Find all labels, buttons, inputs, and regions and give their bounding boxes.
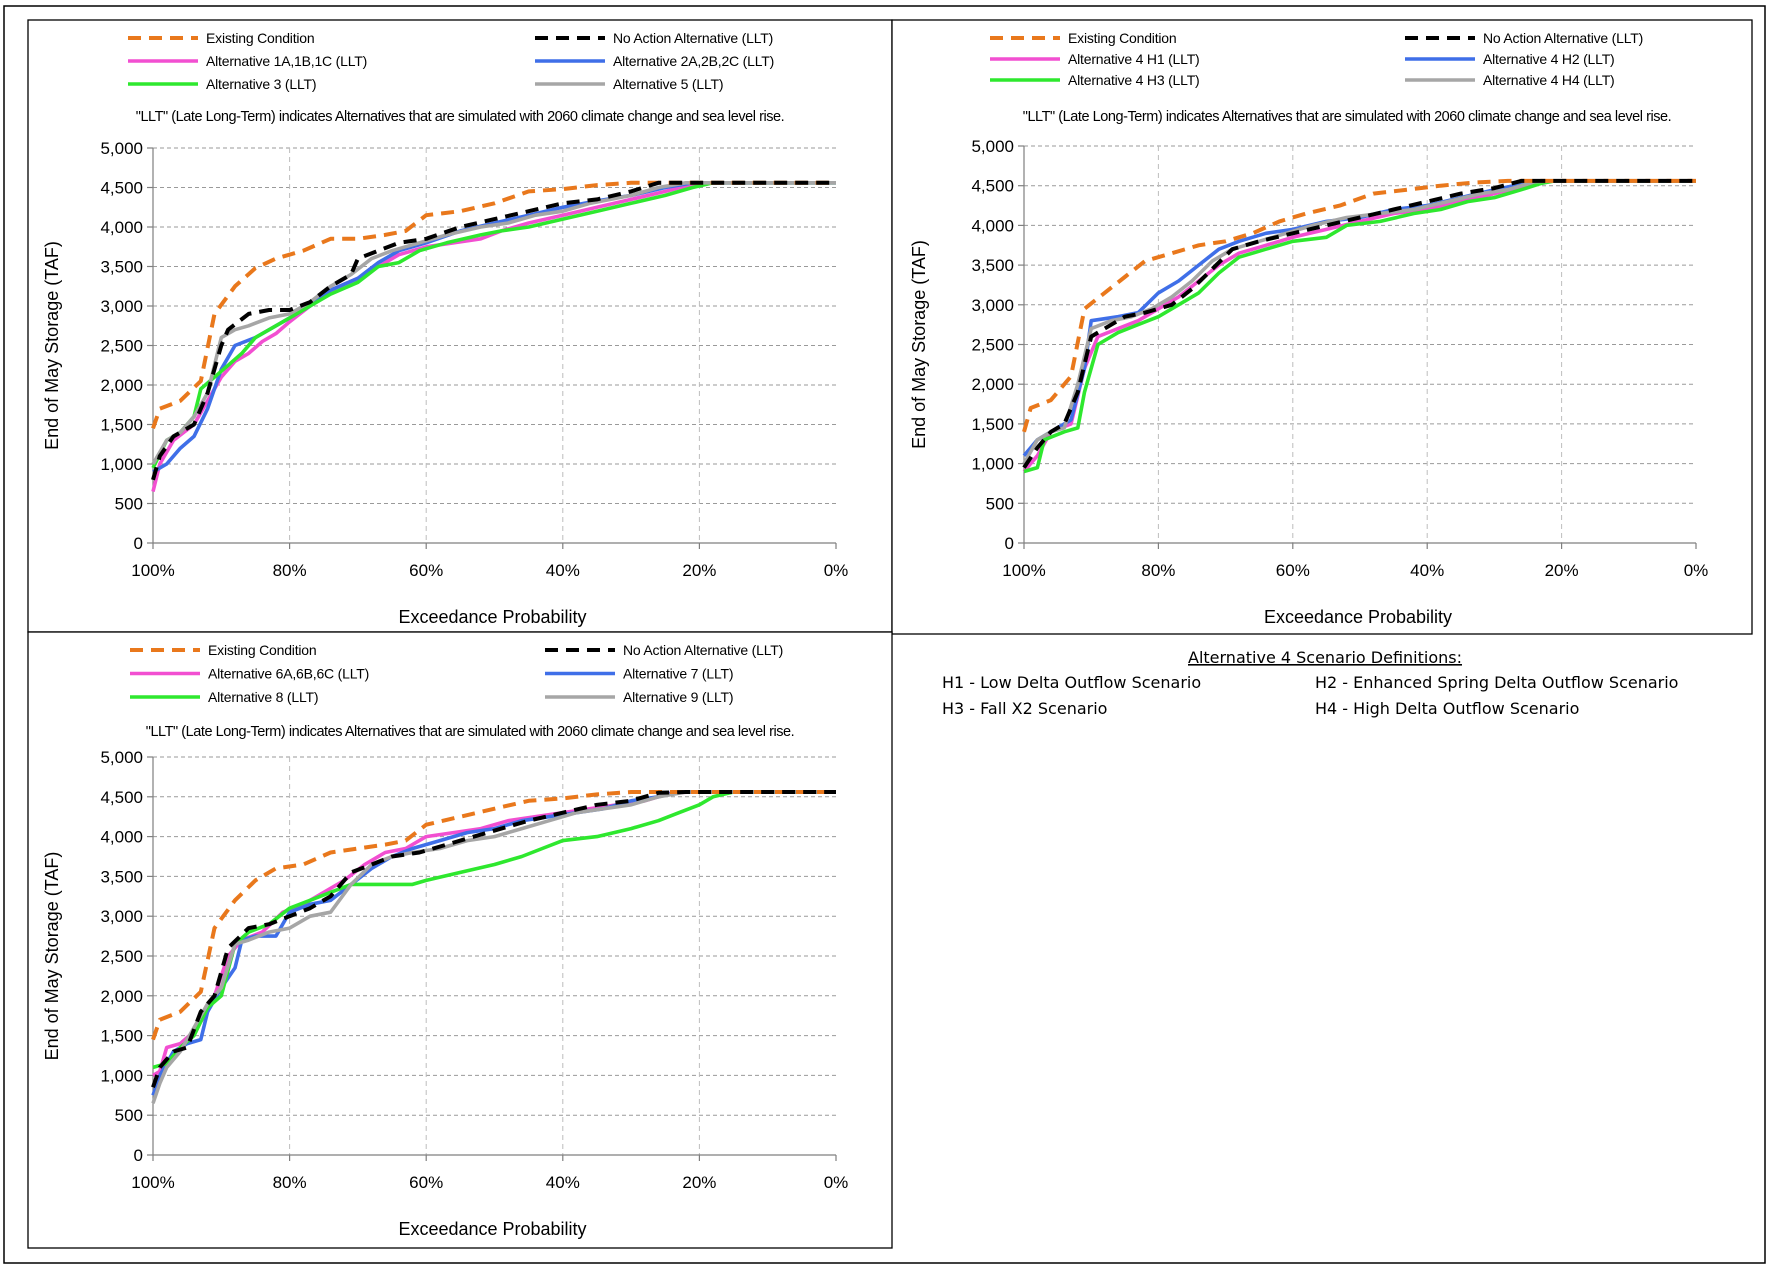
llt-note: "LLT" (Late Long-Term) indicates Alterna…: [146, 724, 794, 740]
legend-label-alternative-4-h4-llt: Alternative 4 H4 (LLT): [1483, 72, 1615, 88]
y-tick-label: 2,000: [971, 375, 1014, 394]
legend-label-alternative-3-llt: Alternative 3 (LLT): [206, 76, 316, 92]
y-tick-label: 3,000: [971, 296, 1014, 315]
y-tick-label: 4,500: [971, 177, 1014, 196]
x-tick-label: 0%: [1684, 561, 1709, 580]
y-tick-label: 1,500: [971, 415, 1014, 434]
definition-h4: H4 - High Delta Outflow Scenario: [1315, 699, 1579, 718]
llt-note: "LLT" (Late Long-Term) indicates Alterna…: [136, 109, 784, 125]
y-tick-label: 1,000: [100, 1066, 143, 1085]
x-tick-label: 80%: [273, 1173, 307, 1192]
definition-h2: H2 - Enhanced Spring Delta Outflow Scena…: [1315, 673, 1678, 692]
x-axis-title: Exceedance Probability: [398, 607, 586, 627]
y-tick-label: 4,500: [100, 179, 143, 198]
x-tick-label: 20%: [1545, 561, 1579, 580]
x-tick-label: 20%: [682, 1173, 716, 1192]
x-tick-label: 80%: [1141, 561, 1175, 580]
legend-label-no-action-alternative-llt: No Action Alternative (LLT): [613, 30, 773, 46]
x-tick-label: 20%: [682, 561, 716, 580]
x-tick-label: 60%: [1276, 561, 1310, 580]
y-tick-label: 3,500: [100, 258, 143, 277]
x-tick-label: 100%: [1002, 561, 1045, 580]
y-tick-label: 0: [1005, 534, 1014, 553]
legend-label-existing-condition: Existing Condition: [206, 30, 314, 46]
y-tick-label: 1,000: [971, 455, 1014, 474]
legend-label-alternative-7-llt: Alternative 7 (LLT): [623, 666, 733, 682]
y-tick-label: 0: [134, 534, 143, 553]
legend-label-alternative-4-h1-llt: Alternative 4 H1 (LLT): [1068, 51, 1200, 67]
x-tick-label: 40%: [546, 1173, 580, 1192]
legend-label-alternative-8-llt: Alternative 8 (LLT): [208, 689, 318, 705]
y-tick-label: 3,000: [100, 907, 143, 926]
y-axis-title: End of May Storage (TAF): [909, 240, 929, 449]
definition-h1: H1 - Low Delta Outflow Scenario: [942, 673, 1201, 692]
y-tick-label: 4,000: [100, 828, 143, 847]
x-tick-label: 60%: [409, 561, 443, 580]
legend-label-alternative-5-llt: Alternative 5 (LLT): [613, 76, 723, 92]
chart-panel-bottom-left: Existing Condition No Action Alternative …: [28, 632, 892, 1248]
chart-panel-top-left: Existing Condition No Action Alternative …: [28, 20, 892, 632]
legend-label-alternative-1a-1b-1c-llt: Alternative 1A,1B,1C (LLT): [206, 53, 367, 69]
y-tick-label: 1,000: [100, 455, 143, 474]
y-tick-label: 500: [115, 1106, 143, 1125]
y-tick-label: 0: [134, 1146, 143, 1165]
x-tick-label: 0%: [824, 1173, 849, 1192]
y-tick-label: 5,000: [100, 748, 143, 767]
x-tick-label: 100%: [131, 1173, 174, 1192]
x-tick-label: 100%: [131, 561, 174, 580]
y-tick-label: 2,500: [971, 336, 1014, 355]
legend-label-no-action-alternative-llt: No Action Alternative (LLT): [1483, 30, 1643, 46]
y-tick-label: 500: [986, 494, 1014, 513]
x-tick-label: 40%: [546, 561, 580, 580]
y-axis-title: End of May Storage (TAF): [42, 241, 62, 450]
legend-label-alternative-4-h2-llt: Alternative 4 H2 (LLT): [1483, 51, 1615, 67]
legend-label-alternative-2a-2b-2c-llt: Alternative 2A,2B,2C (LLT): [613, 53, 774, 69]
legend-label-alternative-6a-6b-6c-llt: Alternative 6A,6B,6C (LLT): [208, 666, 369, 682]
y-tick-label: 4,000: [100, 218, 143, 237]
llt-note: "LLT" (Late Long-Term) indicates Alterna…: [1023, 109, 1671, 125]
y-tick-label: 2,500: [100, 947, 143, 966]
x-axis-title: Exceedance Probability: [1264, 607, 1452, 627]
y-tick-label: 2,000: [100, 987, 143, 1006]
y-tick-label: 500: [115, 495, 143, 514]
y-tick-label: 3,500: [971, 256, 1014, 275]
y-tick-label: 1,500: [100, 1027, 143, 1046]
y-tick-label: 2,500: [100, 337, 143, 356]
legend-label-existing-condition: Existing Condition: [1068, 30, 1176, 46]
y-tick-label: 1,500: [100, 416, 143, 435]
x-tick-label: 40%: [1410, 561, 1444, 580]
y-tick-label: 5,000: [971, 137, 1014, 156]
definition-h3: H3 - Fall X2 Scenario: [942, 699, 1107, 718]
legend-label-alternative-4-h3-llt: Alternative 4 H3 (LLT): [1068, 72, 1200, 88]
legend-label-alternative-9-llt: Alternative 9 (LLT): [623, 689, 733, 705]
y-tick-label: 4,000: [971, 216, 1014, 235]
x-axis-title: Exceedance Probability: [398, 1219, 586, 1239]
legend-label-existing-condition: Existing Condition: [208, 642, 316, 658]
y-tick-label: 3,500: [100, 867, 143, 886]
y-axis-title: End of May Storage (TAF): [42, 852, 62, 1061]
legend-label-no-action-alternative-llt: No Action Alternative (LLT): [623, 642, 783, 658]
definitions-title: Alternative 4 Scenario Definitions:: [1188, 648, 1462, 667]
x-tick-label: 0%: [824, 561, 849, 580]
y-tick-label: 4,500: [100, 788, 143, 807]
scenario-definitions: Alternative 4 Scenario Definitions: H1 -…: [942, 648, 1678, 718]
y-tick-label: 2,000: [100, 376, 143, 395]
chart-panel-top-right: Existing Condition No Action Alternative …: [892, 20, 1752, 634]
y-tick-label: 5,000: [100, 139, 143, 158]
x-tick-label: 80%: [273, 561, 307, 580]
x-tick-label: 60%: [409, 1173, 443, 1192]
y-tick-label: 3,000: [100, 297, 143, 316]
